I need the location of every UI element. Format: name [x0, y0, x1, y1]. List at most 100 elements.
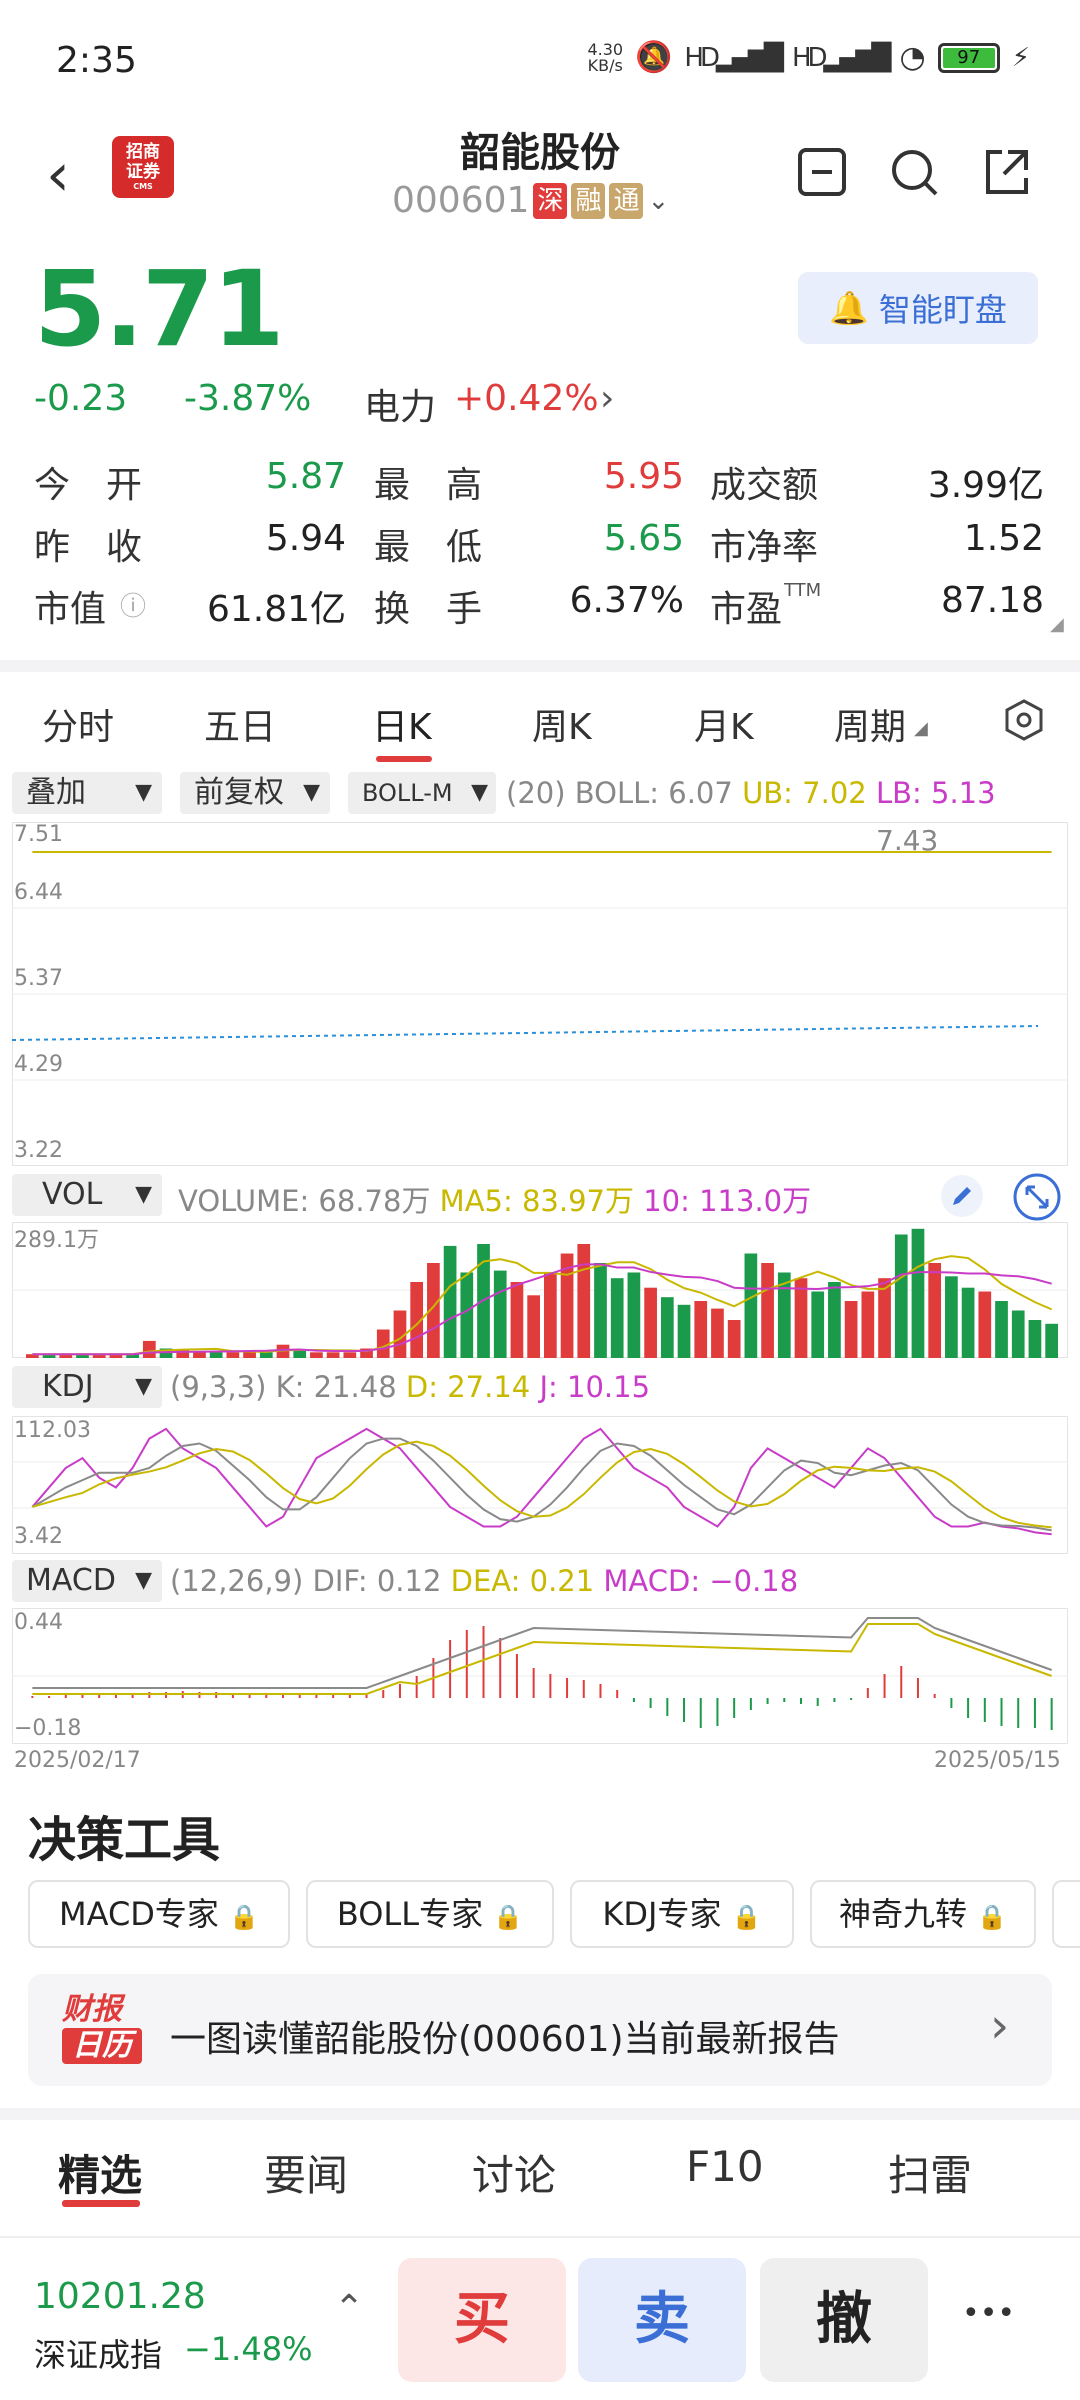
volume-bar [777, 1272, 791, 1358]
volume-bar [811, 1291, 825, 1358]
open-label: 今 开 [34, 465, 143, 506]
pe-value: 87.18 [940, 580, 1044, 621]
kdj-dropdown[interactable]: KDJ ▼ [12, 1366, 162, 1408]
tab-weekly-k[interactable]: 周K [532, 707, 592, 748]
kdj-expert-button[interactable]: KDJ专家 🔒 [570, 1880, 794, 1948]
tab-featured[interactable]: 精选 [58, 2151, 143, 2200]
kline-axis-5: 3.22 [14, 1138, 63, 1163]
volume-bar [761, 1263, 774, 1358]
volume-bar [42, 1354, 56, 1358]
volume-bar [209, 1352, 223, 1358]
kdj-k-line [31, 1437, 1052, 1532]
volume-bar [844, 1301, 858, 1358]
active-tab-underline [376, 756, 432, 762]
settings-icon[interactable] [1002, 698, 1046, 742]
tag-tong: 通 [609, 182, 644, 219]
expand-corner-icon[interactable]: ◢ [1050, 614, 1064, 635]
stats-row-1: 今 开 5.87 最 高 5.95 成交额 3.99亿 [0, 456, 1080, 516]
date-start: 2025/02/17 [14, 1748, 141, 1773]
index-name[interactable]: 深证成指 [34, 2336, 163, 2374]
stock-header: ‹ 招商 证券 CMS 韶能股份 000601 深 融 通 ⌄ [0, 120, 1080, 250]
indicator-dropdown[interactable]: BOLL-M ▼ [348, 772, 496, 814]
sell-button[interactable]: 卖 [578, 2258, 746, 2382]
minus-square-icon[interactable] [796, 146, 848, 198]
stats-row-3: 市值 ⓘ 61.81亿 换 手 6.37% 市盈 TTM 87.18 ◢ [0, 580, 1080, 640]
volume-bar [326, 1352, 340, 1358]
sector-name[interactable]: 电力 [364, 387, 437, 428]
volume-bar [945, 1276, 958, 1358]
turnover-amt-label: 成交额 [710, 465, 819, 506]
turnover-rate-value: 6.37% [569, 580, 684, 621]
signal2-icon: HD▂▄▆█ [791, 42, 892, 73]
volume-bar [126, 1354, 139, 1358]
pe-label: 市盈 [710, 589, 783, 630]
volume-bar [1011, 1310, 1025, 1358]
report-text: 一图读懂韶能股份(000601)当前最新报告 [170, 2019, 840, 2060]
low-label: 最 低 [374, 527, 483, 568]
current-price: 5.71 [34, 248, 285, 370]
buy-button[interactable]: 买 [398, 2258, 566, 2382]
tab-risk-scan[interactable]: 扫雷 [888, 2151, 973, 2200]
macd-legend: (12,26,9) DIF: 0.12 DEA: 0.21 MACD: −0.1… [170, 1564, 799, 1598]
adjust-dropdown[interactable]: 前复权 ▼ [180, 772, 330, 814]
tab-discuss[interactable]: 讨论 [472, 2151, 557, 2200]
price-change-pct: -3.87% [184, 378, 312, 419]
chevron-right-icon: › [990, 1998, 1010, 2054]
kdj-chart[interactable] [12, 1416, 1068, 1554]
volume-bar [310, 1352, 323, 1358]
sector-pct[interactable]: +0.42% [454, 378, 599, 419]
bottom-trade-bar: 10201.28 深证成指 −1.48% ⌃ 买 卖 撤 ••• [0, 2236, 1080, 2400]
chevron-right-icon[interactable]: › [600, 378, 615, 419]
tab-news[interactable]: 要闻 [264, 2151, 349, 2200]
broker-logo: 招商 证券 CMS [112, 136, 174, 198]
vol-ma10-line [32, 1263, 1052, 1356]
index-value[interactable]: 10201.28 [34, 2276, 206, 2317]
back-icon[interactable]: ‹ [46, 140, 70, 210]
volume-bar [76, 1354, 89, 1358]
macd-dropdown[interactable]: MACD ▼ [12, 1560, 162, 1602]
kline-chart[interactable] [12, 822, 1068, 1166]
macd-chart[interactable] [12, 1608, 1068, 1744]
share-icon[interactable] [980, 146, 1032, 198]
volume-bar [794, 1278, 808, 1358]
kdj-axis-bottom: 3.42 [14, 1524, 63, 1549]
active-news-underline [62, 2200, 140, 2207]
volume-bar [109, 1354, 123, 1358]
boll-expert-button[interactable]: BOLL专家 🔒 [306, 1880, 554, 1948]
volume-bar [961, 1287, 975, 1358]
search-icon[interactable] [888, 146, 940, 198]
volume-chart[interactable] [12, 1222, 1068, 1358]
prev-close-label: 昨 收 [34, 527, 143, 568]
smart-watch-button[interactable]: 🔔 智能盯盘 [798, 272, 1038, 344]
volume-bar [376, 1329, 390, 1358]
reference-line [12, 1025, 1039, 1041]
vol-dropdown[interactable]: VOL ▼ [12, 1174, 162, 1216]
stock-code-row[interactable]: 000601 深 融 通 ⌄ [392, 180, 669, 221]
tab-f10[interactable]: F10 [686, 2142, 764, 2191]
fullscreen-icon[interactable] [1012, 1172, 1062, 1222]
chevron-up-icon[interactable]: ⌃ [334, 2288, 365, 2329]
volume-bar [460, 1272, 474, 1358]
info-icon[interactable]: ⓘ [120, 592, 147, 622]
tab-intraday[interactable]: 分时 [42, 707, 115, 748]
mute-icon: 🔕 [635, 40, 673, 75]
tab-five-day[interactable]: 五日 [204, 707, 277, 748]
cancel-order-button[interactable]: 撤 [760, 2258, 928, 2382]
more-tool-button[interactable] [1052, 1880, 1080, 1948]
more-icon[interactable]: ••• [962, 2296, 1016, 2331]
charging-icon: ⚡ [1011, 42, 1030, 73]
kdj-d-line [32, 1440, 1052, 1529]
tab-monthly-k[interactable]: 月K [694, 707, 754, 748]
tab-period[interactable]: 周期 [834, 707, 907, 748]
tab-daily-k[interactable]: 日K [372, 707, 432, 748]
edit-icon[interactable] [940, 1174, 984, 1218]
report-banner[interactable]: 财报 日历 一图读懂韶能股份(000601)当前最新报告 › [28, 1974, 1052, 2086]
volume-bar [711, 1308, 724, 1358]
divider [0, 660, 1080, 672]
magic-nine-button[interactable]: 神奇九转 🔒 [810, 1880, 1036, 1948]
volume-bar [142, 1340, 156, 1358]
macd-expert-button[interactable]: MACD专家 🔒 [28, 1880, 290, 1948]
overlay-dropdown[interactable]: 叠加 ▼ [12, 772, 162, 814]
tag-rong: 融 [571, 182, 606, 219]
date-end: 2025/05/15 [934, 1748, 1061, 1773]
